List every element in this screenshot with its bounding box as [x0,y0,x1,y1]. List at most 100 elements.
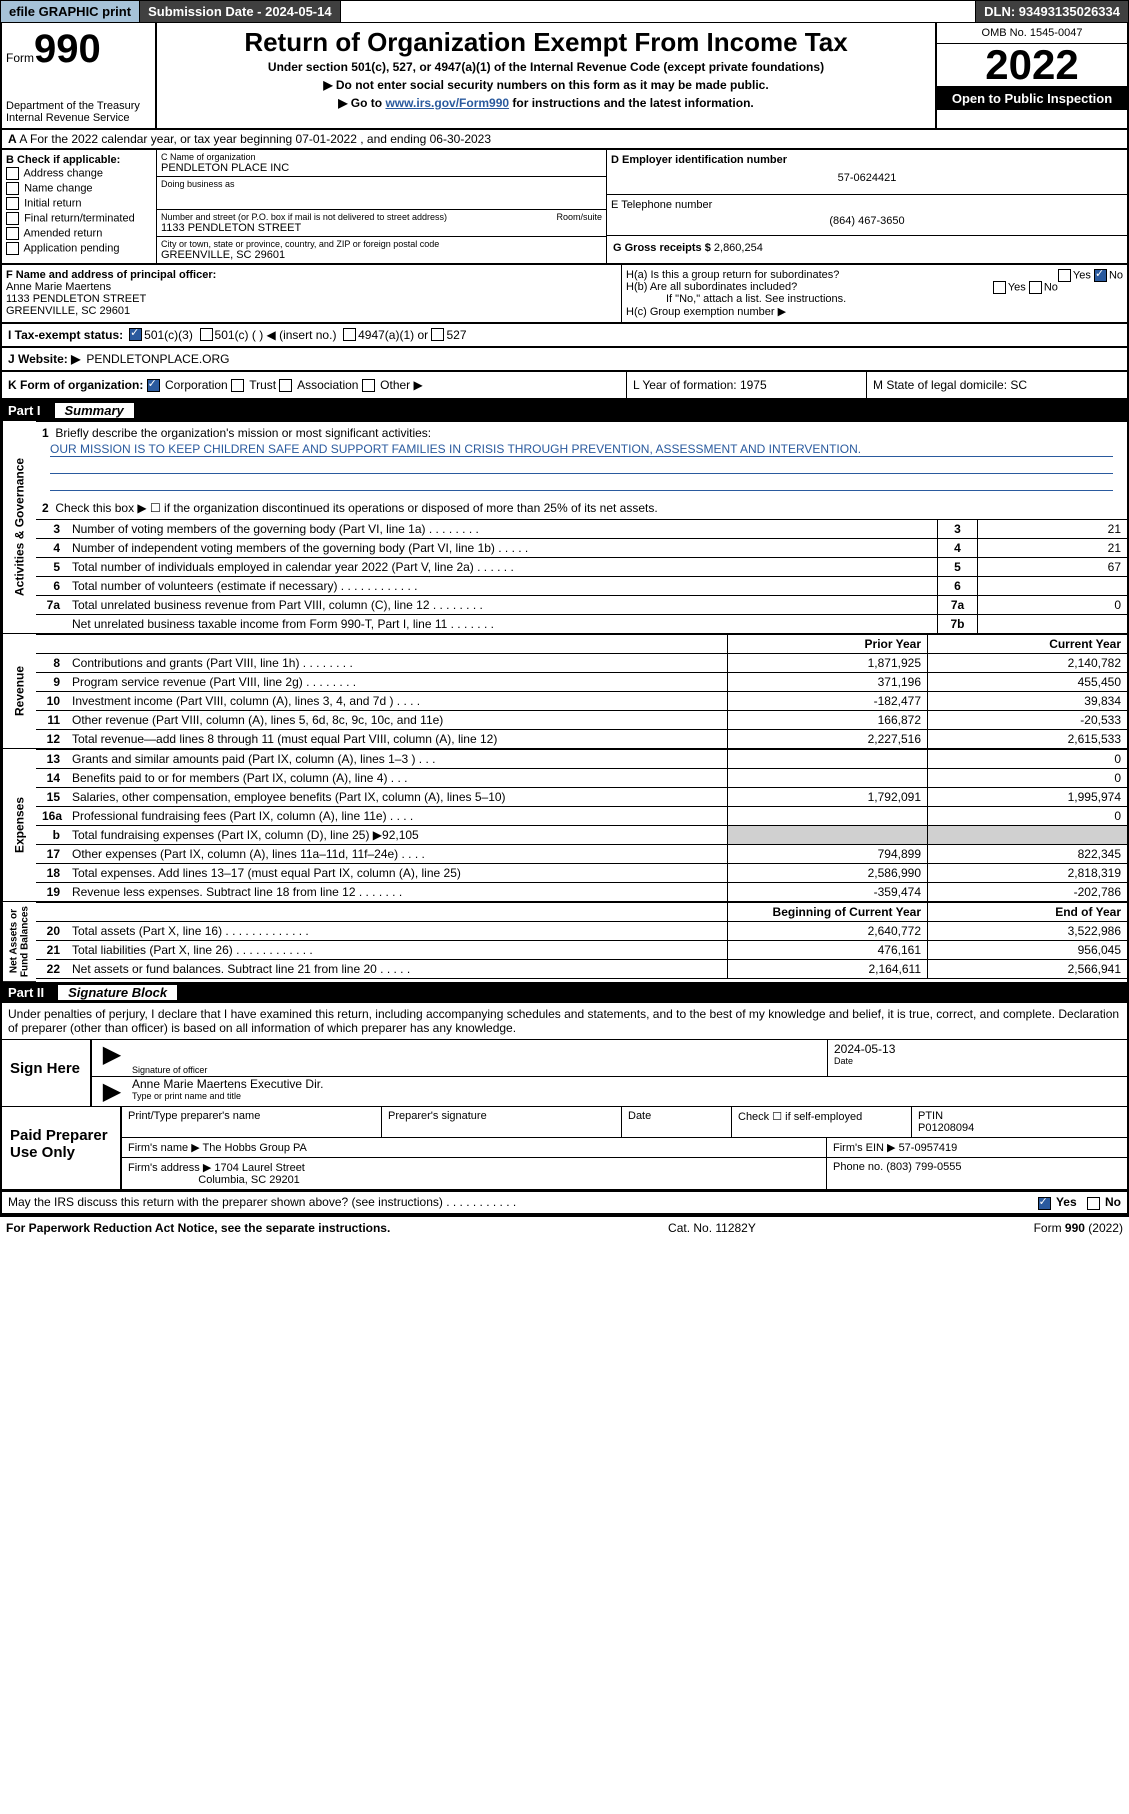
ha-no: No [1109,269,1123,281]
opt-other: Other ▶ [380,378,423,392]
row-a-calendar-year: A A For the 2022 calendar year, or tax y… [0,130,1129,150]
checkbox-app-pending[interactable] [6,242,19,255]
checkbox-address-change[interactable] [6,167,19,180]
phone-label: E Telephone number [611,199,712,211]
opt-app-pending: Application pending [23,242,119,254]
opt-final-return: Final return/terminated [24,212,135,224]
vtab-expenses: Expenses [2,749,36,902]
begin-year-hdr: Beginning of Current Year [727,903,927,921]
paid-preparer-section: Paid Preparer Use Only Print/Type prepar… [2,1106,1127,1189]
checkbox-name-change[interactable] [6,182,19,195]
j-label: J Website: ▶ [8,352,80,366]
website-value[interactable]: PENDLETONPLACE.ORG [86,352,229,366]
efile-button[interactable]: efile GRAPHIC print [1,1,140,22]
k-label: K Form of organization: [8,378,143,392]
footer-left: For Paperwork Reduction Act Notice, see … [6,1221,390,1235]
city-value: GREENVILLE, SC 29601 [161,249,602,261]
checkbox-hb-no[interactable] [1029,281,1042,294]
dln-text: DLN: 93493135026334 [984,4,1120,19]
checkbox-final-return[interactable] [6,212,19,225]
header-sub1: Under section 501(c), 527, or 4947(a)(1)… [161,58,931,76]
form-header: Form990 Department of the Treasury Inter… [0,23,1129,130]
checkbox-may-yes[interactable] [1038,1197,1051,1210]
street-addr: 1133 PENDLETON STREET [161,222,602,234]
f-label: F Name and address of principal officer: [6,269,216,281]
opt-name-change: Name change [24,182,93,194]
box-f: F Name and address of principal officer:… [2,265,622,322]
summary-row: 14Benefits paid to or for members (Part … [36,769,1127,788]
topbar-spacer [341,1,977,22]
checkbox-amended[interactable] [6,227,19,240]
opt-501c: 501(c) ( ) ◀ (insert no.) [215,328,337,342]
type-name-label: Type or print name and title [132,1091,827,1101]
prior-year-hdr: Prior Year [727,635,927,653]
officer-addr1: 1133 PENDLETON STREET [6,293,146,305]
checkbox-ha-no[interactable] [1094,269,1107,282]
checkbox-initial-return[interactable] [6,197,19,210]
part1-name: Summary [55,403,134,418]
firm-addr2-value: Columbia, SC 29201 [198,1174,300,1186]
form-label: Form [6,51,34,65]
summary-row: 17Other expenses (Part IX, column (A), l… [36,845,1127,864]
submission-date: Submission Date - 2024-05-14 [140,1,341,22]
form-number: 990 [34,27,101,71]
checkbox-other[interactable] [362,379,375,392]
submission-date-text: Submission Date - 2024-05-14 [148,4,332,19]
dept-treasury: Department of the Treasury Internal Reve… [6,100,151,124]
room-label: Room/suite [556,212,602,222]
sig-officer-label: Signature of officer [132,1065,207,1075]
checkbox-assoc[interactable] [279,379,292,392]
may-no: No [1105,1195,1121,1209]
arrow-icon-2: ▶ [92,1077,132,1106]
checkbox-4947[interactable] [343,328,356,341]
firm-phone-label: Phone no. [833,1161,883,1173]
box-l: L Year of formation: 1975 [627,372,867,398]
part1-num: Part I [8,403,55,418]
perjury-declaration: Under penalties of perjury, I declare th… [2,1003,1127,1040]
city-label: City or town, state or province, country… [161,239,602,249]
section-bcde: B Check if applicable: Address change Na… [0,150,1129,265]
phone-value: (864) 467-3650 [611,211,1123,231]
print-name-label: Print/Type preparer's name [122,1107,382,1137]
c-name-label: C Name of organization [161,152,602,162]
row-a-text: A For the 2022 calendar year, or tax yea… [19,132,491,146]
firm-addr-value: 1704 Laurel Street [214,1162,305,1174]
summary-section: Activities & Governance 1 Briefly descri… [0,421,1129,982]
opt-corp: Corporation [165,378,228,392]
ein-value: 57-0624421 [611,166,1123,190]
revenue-body: Prior Year Current Year 8Contributions a… [36,634,1127,749]
dba-label: Doing business as [161,179,602,189]
mission-text: OUR MISSION IS TO KEEP CHILDREN SAFE AND… [50,442,1113,457]
checkbox-trust[interactable] [231,379,244,392]
dln: DLN: 93493135026334 [976,1,1128,22]
box-m: M State of legal domicile: SC [867,372,1127,398]
firm-name-label: Firm's name ▶ [128,1142,200,1154]
checkbox-501c3[interactable] [129,328,142,341]
opt-527: 527 [446,328,466,342]
end-year-hdr: End of Year [927,903,1127,921]
i-label: I Tax-exempt status: [8,328,123,342]
ha-yes: Yes [1073,269,1091,281]
summary-row: 11Other revenue (Part VIII, column (A), … [36,711,1127,730]
line1-label: Briefly describe the organization's miss… [55,426,431,440]
summary-row: 15Salaries, other compensation, employee… [36,788,1127,807]
vtab-net-assets: Net Assets or Fund Balances [2,902,36,982]
summary-row: 21Total liabilities (Part X, line 26) . … [36,941,1127,960]
summary-row: 20Total assets (Part X, line 16) . . . .… [36,922,1127,941]
firm-ein-label: Firm's EIN ▶ [833,1142,896,1154]
checkbox-hb-yes[interactable] [993,281,1006,294]
summary-row: 3Number of voting members of the governi… [36,520,1127,539]
opt-501c3: 501(c)(3) [144,328,193,342]
checkbox-501c[interactable] [200,328,213,341]
row-j: J Website: ▶ PENDLETONPLACE.ORG [0,348,1129,372]
irs-link[interactable]: www.irs.gov/Form990 [385,96,509,110]
checkbox-may-no[interactable] [1087,1197,1100,1210]
summary-row: 5Total number of individuals employed in… [36,558,1127,577]
hb-no: No [1044,281,1058,293]
checkbox-corp[interactable] [147,379,160,392]
sign-here-label: Sign Here [2,1040,92,1106]
checkbox-527[interactable] [431,328,444,341]
hb-instruction: If "No," attach a list. See instructions… [626,293,1123,305]
checkbox-ha-yes[interactable] [1058,269,1071,282]
summary-row: 13Grants and similar amounts paid (Part … [36,750,1127,769]
